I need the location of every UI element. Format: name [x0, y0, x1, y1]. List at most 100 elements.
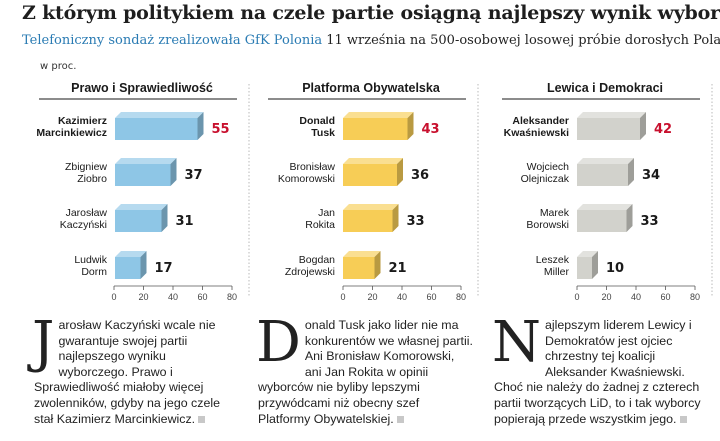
- bar-top: [343, 251, 381, 257]
- bar: [115, 118, 198, 140]
- value-label: 42: [654, 122, 672, 137]
- subtitle-lead: Telefoniczny sondaż zrealizowała GfK Pol…: [22, 33, 323, 48]
- bar: [577, 210, 627, 232]
- category-label: Wojciech Olejniczak: [521, 161, 570, 185]
- category-label-line: Dorm: [81, 266, 107, 278]
- x-tick-label: 20: [601, 292, 611, 302]
- x-tick-label: 60: [660, 292, 670, 302]
- x-tick-label: 80: [690, 292, 700, 302]
- bar: [343, 210, 393, 232]
- bar-side: [374, 251, 381, 279]
- category-label-line: Kazimierz: [58, 115, 107, 127]
- x-tick-label: 80: [456, 292, 466, 302]
- category-label-line: Leszek: [536, 254, 570, 266]
- article-po-dropcap: D: [256, 310, 301, 375]
- category-label-line: Marek: [540, 207, 570, 219]
- category-label-line: Bogdan: [299, 254, 335, 266]
- bar-top: [577, 204, 633, 210]
- panel-title: Lewica i Demokraci: [547, 81, 663, 95]
- bar: [115, 164, 171, 186]
- category-label-line: Rokita: [305, 219, 335, 231]
- category-label: Ludwik Dorm: [74, 254, 107, 278]
- bar-top: [115, 204, 168, 210]
- bar: [343, 164, 397, 186]
- bar-side: [140, 251, 147, 279]
- article-lid-text: ajlepszym liderem Lewicy i Demokratów je…: [494, 318, 701, 426]
- value-label: 21: [389, 261, 407, 276]
- panel-title: Platforma Obywatelska: [302, 81, 441, 95]
- category-label-line: Miller: [544, 266, 570, 278]
- value-label: 43: [422, 122, 440, 137]
- value-label: 10: [606, 261, 624, 276]
- x-tick-label: 80: [227, 292, 237, 302]
- chart-headline: Z którym politykiem na czele partie osią…: [22, 2, 720, 24]
- value-label: 33: [407, 214, 425, 229]
- category-label: Jan Rokita: [305, 207, 335, 231]
- category-label-line: Jan: [318, 207, 335, 219]
- category-label-line: Wojciech: [527, 161, 570, 173]
- bar: [343, 257, 375, 279]
- category-label-line: Kaczyński: [60, 219, 107, 231]
- category-label-line: Tusk: [311, 127, 335, 139]
- chart-subtitle: Telefoniczny sondaż zrealizowała GfK Pol…: [22, 33, 720, 48]
- article-pis-dropcap: J: [32, 310, 55, 375]
- category-label: Leszek Miller: [536, 254, 570, 278]
- value-label: 36: [411, 168, 429, 183]
- category-label-line: Zdrojewski: [285, 266, 335, 278]
- value-label: 31: [176, 214, 194, 229]
- category-label-line: Donald: [299, 115, 335, 127]
- x-tick-label: 60: [426, 292, 436, 302]
- value-label: 37: [185, 168, 203, 183]
- category-label: Aleksander Kwaśniewski: [504, 115, 569, 139]
- category-label-line: Aleksander: [512, 115, 569, 127]
- bar-top: [115, 251, 147, 257]
- category-label-line: Jarosław: [66, 207, 108, 219]
- value-label: 33: [641, 214, 659, 229]
- article-pis-text: arosław Kaczyński wcale nie gwarantuje s…: [34, 318, 220, 426]
- bar-side: [161, 204, 168, 232]
- x-tick-label: 20: [138, 292, 148, 302]
- panel-title: Prawo i Sprawiedliwość: [71, 81, 213, 95]
- bar-top: [343, 112, 414, 118]
- bar: [577, 118, 640, 140]
- bar-side: [197, 112, 204, 140]
- bar-side: [407, 112, 414, 140]
- category-label: Bogdan Zdrojewski: [285, 254, 335, 278]
- bar-top: [577, 112, 646, 118]
- panel-po: Platforma Obywatelska Donald Tusk 43 Bronisł…: [268, 81, 479, 302]
- bar: [343, 118, 408, 140]
- bar-side: [170, 158, 177, 186]
- x-tick-label: 0: [574, 292, 579, 302]
- category-label-line: Ziobro: [77, 173, 107, 185]
- bar-top: [343, 204, 399, 210]
- x-tick-label: 60: [197, 292, 207, 302]
- x-tick-label: 20: [367, 292, 377, 302]
- end-mark-icon: [679, 415, 687, 423]
- category-label: Kazimierz Marcinkiewicz: [36, 115, 107, 139]
- category-label: Jarosław Kaczyński: [60, 207, 108, 231]
- bar-top: [577, 251, 598, 257]
- panel-lid: Lewica i Demokraci Aleksander Kwaśniewski 4…: [502, 81, 713, 302]
- bar-side: [392, 204, 399, 232]
- value-label: 55: [212, 122, 230, 137]
- category-label-line: Borowski: [526, 219, 569, 231]
- category-label-line: Ludwik: [74, 254, 107, 266]
- category-label-line: Kwaśniewski: [504, 127, 569, 139]
- category-label-line: Olejniczak: [521, 173, 570, 185]
- bar: [115, 210, 162, 232]
- bar: [115, 257, 141, 279]
- article-po-text: onald Tusk jako lider nie ma konkurentów…: [258, 318, 473, 426]
- bar-top: [577, 158, 634, 164]
- bar-charts: Prawo i Sprawiedliwość Kazimierz Marcinkie…: [36, 81, 713, 302]
- bar-side: [592, 251, 598, 279]
- bar-side: [397, 158, 403, 186]
- end-mark-icon: [198, 415, 206, 423]
- bar-side: [628, 158, 634, 186]
- category-label-line: Marcinkiewicz: [36, 127, 107, 139]
- category-label-line: Zbigniew: [65, 161, 107, 173]
- panel-pis: Prawo i Sprawiedliwość Kazimierz Marcinkie…: [36, 81, 250, 302]
- bar: [577, 257, 592, 279]
